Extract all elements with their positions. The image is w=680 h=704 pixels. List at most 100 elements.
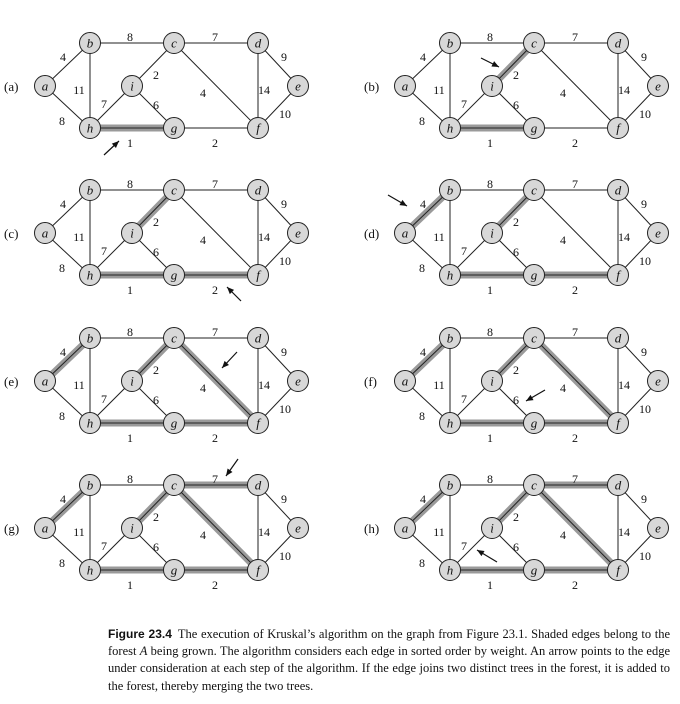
- node-i: i: [481, 75, 503, 97]
- svg-text:d: d: [255, 36, 262, 51]
- svg-text:d: d: [255, 331, 262, 346]
- edge-weight-ef: 10: [279, 549, 291, 563]
- edge-weight-de: 9: [641, 492, 647, 506]
- node-h: h: [79, 559, 101, 581]
- edge-weight-ah: 8: [59, 556, 65, 570]
- edge-weight-de: 9: [641, 197, 647, 211]
- node-b: b: [439, 179, 461, 201]
- node-f: f: [247, 117, 269, 139]
- svg-text:g: g: [171, 563, 178, 578]
- svg-text:e: e: [655, 79, 661, 94]
- svg-text:b: b: [447, 331, 454, 346]
- node-d: d: [247, 179, 269, 201]
- edge-weight-cf: 4: [560, 381, 566, 395]
- svg-text:b: b: [87, 331, 94, 346]
- edge-weight-cf: 4: [200, 381, 206, 395]
- caption-text-after: being grown. The algorithm considers eac…: [108, 644, 670, 693]
- edge-weight-ci: 2: [153, 215, 159, 229]
- edge-weight-ef: 10: [279, 402, 291, 416]
- edge-weight-bh: 11: [73, 525, 85, 539]
- edge-weight-fg: 2: [212, 431, 218, 445]
- edge-weight-ah: 8: [419, 556, 425, 570]
- edge-weight-ef: 10: [639, 107, 651, 121]
- svg-text:a: a: [402, 226, 409, 241]
- edge-weight-bc: 8: [127, 177, 133, 191]
- edge-weight-bc: 8: [487, 177, 493, 191]
- edge-cf: [173, 337, 259, 424]
- svg-text:h: h: [447, 121, 454, 136]
- edge-cf: [533, 189, 619, 276]
- edge-weight-gi: 6: [153, 540, 159, 554]
- node-h: h: [439, 559, 461, 581]
- node-c: c: [163, 32, 185, 54]
- svg-text:g: g: [531, 268, 538, 283]
- edge-weight-ab: 4: [420, 345, 426, 359]
- edge-weight-cf: 4: [560, 86, 566, 100]
- node-h: h: [79, 412, 101, 434]
- panel-h: (h) 4 8 8 11 7 2 4 9 14 10 2 1 6 7 a b c d e f g h i: [360, 442, 680, 592]
- svg-text:a: a: [42, 226, 49, 241]
- edge-weight-cd: 7: [212, 177, 218, 191]
- panel-g: (g) 4 8 8 11 7 2 4 9 14 10 2 1 6 7 a b c d e f g h i: [0, 442, 340, 592]
- svg-text:b: b: [87, 36, 94, 51]
- node-g: g: [523, 117, 545, 139]
- edge-weight-ab: 4: [60, 50, 66, 64]
- edge-weight-df: 14: [618, 230, 630, 244]
- edge-weight-bh: 11: [73, 230, 85, 244]
- edge-weight-gh: 1: [127, 283, 133, 297]
- node-d: d: [607, 32, 629, 54]
- edge-weight-df: 14: [258, 83, 270, 97]
- edge-weight-bc: 8: [127, 30, 133, 44]
- panel-label: (a): [4, 79, 19, 94]
- edge-weight-df: 14: [258, 230, 270, 244]
- svg-text:d: d: [615, 331, 622, 346]
- edge-weight-ci: 2: [513, 510, 519, 524]
- node-c: c: [163, 474, 185, 496]
- edge-weight-cf: 4: [200, 528, 206, 542]
- node-i: i: [481, 222, 503, 244]
- node-d: d: [247, 32, 269, 54]
- svg-text:g: g: [531, 121, 538, 136]
- edge-weight-bc: 8: [127, 325, 133, 339]
- svg-text:d: d: [615, 478, 622, 493]
- edge-weight-cd: 7: [212, 472, 218, 486]
- node-b: b: [79, 32, 101, 54]
- edge-weight-bh: 11: [433, 83, 445, 97]
- edge-weight-ab: 4: [420, 50, 426, 64]
- graph-diagram: 4 8 8 11 7 2 4 9 14 10 2 1 6 7 a b c d e f g h i: [387, 177, 669, 297]
- svg-text:f: f: [256, 268, 262, 283]
- svg-text:c: c: [531, 331, 537, 346]
- graph-diagram: 4 8 8 11 7 2 4 9 14 10 2 1 6 7 a b c d e f g h i: [34, 177, 309, 302]
- node-f: f: [247, 412, 269, 434]
- edge-weight-fg: 2: [212, 578, 218, 592]
- edge-weight-ab: 4: [60, 197, 66, 211]
- edge-weight-gi: 6: [513, 98, 519, 112]
- edge-weight-gh: 1: [487, 578, 493, 592]
- edge-weight-ci: 2: [153, 510, 159, 524]
- edge-weight-ab: 4: [420, 197, 426, 211]
- panel-e: (e) 4 8 8 11 7 2 4 9 14 10 2 1 6 7 a b c d e f g h i: [0, 295, 340, 445]
- edge-cf: [173, 189, 259, 276]
- edge-weight-bh: 11: [73, 378, 85, 392]
- edge-weight-fg: 2: [572, 283, 578, 297]
- edge-weight-gi: 6: [153, 393, 159, 407]
- svg-text:i: i: [490, 79, 494, 94]
- svg-text:b: b: [87, 183, 94, 198]
- node-e: e: [287, 370, 309, 392]
- svg-text:a: a: [402, 79, 409, 94]
- node-d: d: [247, 327, 269, 349]
- node-d: d: [607, 474, 629, 496]
- svg-text:c: c: [171, 331, 177, 346]
- svg-text:g: g: [171, 416, 178, 431]
- edge-weight-df: 14: [258, 525, 270, 539]
- node-g: g: [523, 264, 545, 286]
- svg-text:f: f: [256, 121, 262, 136]
- edge-weight-cf: 4: [560, 528, 566, 542]
- edge-weight-ah: 8: [419, 114, 425, 128]
- edge-weight-hi: 7: [461, 244, 467, 258]
- edge-weight-de: 9: [281, 492, 287, 506]
- edge-weight-ab: 4: [60, 492, 66, 506]
- svg-text:e: e: [295, 79, 301, 94]
- arrow-icon: [226, 286, 242, 302]
- edge-weight-df: 14: [618, 83, 630, 97]
